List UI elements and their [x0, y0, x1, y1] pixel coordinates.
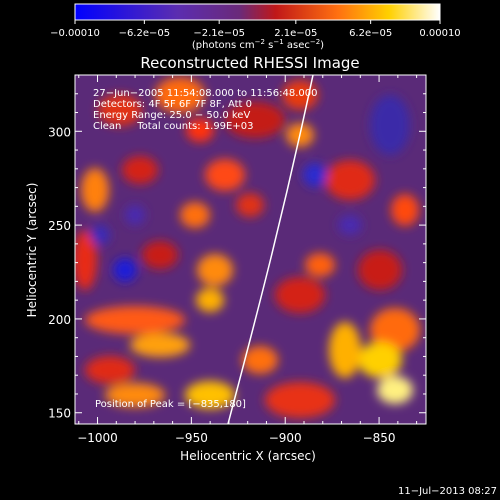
x-tick-label: −950	[175, 431, 208, 445]
y-tick-label: 300	[48, 125, 71, 139]
colorbar-tick-label: −2.1e−05	[193, 28, 245, 39]
info-line-3: Energy Range: 25.0 − 50.0 keV	[93, 110, 250, 121]
colorbar	[74, 3, 441, 21]
x-axis-ticks: −1000 −950 −900 −850	[77, 75, 418, 445]
peak-position-label: Position of Peak = [−835,180]	[95, 399, 246, 410]
colorbar-tick-label: −6.2e−05	[119, 28, 171, 39]
colorbar-tick-label: −0.00010	[50, 28, 100, 39]
y-axis-ticks: 150 200 250 300	[48, 74, 426, 421]
colorbar-tick-labels: −0.00010 −6.2e−05 −2.1e−05 2.1e−05 6.2e−05 0.…	[50, 28, 461, 39]
y-tick-label: 200	[48, 313, 71, 327]
x-tick-label: −900	[269, 431, 302, 445]
info-line-4: Clean Total counts: 1.99E+03	[93, 121, 253, 132]
y-axis-label: Heliocentric Y (arcsec)	[25, 183, 39, 318]
plot-frame	[74, 74, 427, 425]
info-line-2: Detectors: 4F 5F 6F 7F 8F, Att 0	[93, 99, 252, 110]
info-text-block: 27−Jun−2005 11:54:08.000 to 11:56:48.000…	[93, 88, 318, 132]
x-tick-label: −850	[363, 431, 396, 445]
y-tick-label: 150	[48, 407, 71, 421]
solar-limb-curve	[227, 75, 314, 424]
x-tick-label: −1000	[77, 431, 118, 445]
colorbar-tick-label: 2.1e−05	[274, 28, 317, 39]
colorbar-tick-label: 0.00010	[419, 28, 460, 39]
colorbar-units: (photons cm−2 s−1 asec−2)	[192, 38, 324, 51]
image-area: 27−Jun−2005 11:54:08.000 to 11:56:48.000…	[75, 75, 426, 424]
chart-title: Reconstructed RHESSI Image	[140, 54, 359, 72]
info-line-1: 27−Jun−2005 11:54:08.000 to 11:56:48.000	[93, 88, 318, 99]
y-tick-label: 250	[48, 219, 71, 233]
colorbar-ticks	[74, 20, 441, 24]
timestamp: 11−Jul−2013 08:27	[398, 486, 497, 497]
colorbar-tick-label: 6.2e−05	[349, 28, 392, 39]
x-axis-label: Heliocentric X (arcsec)	[180, 449, 316, 463]
